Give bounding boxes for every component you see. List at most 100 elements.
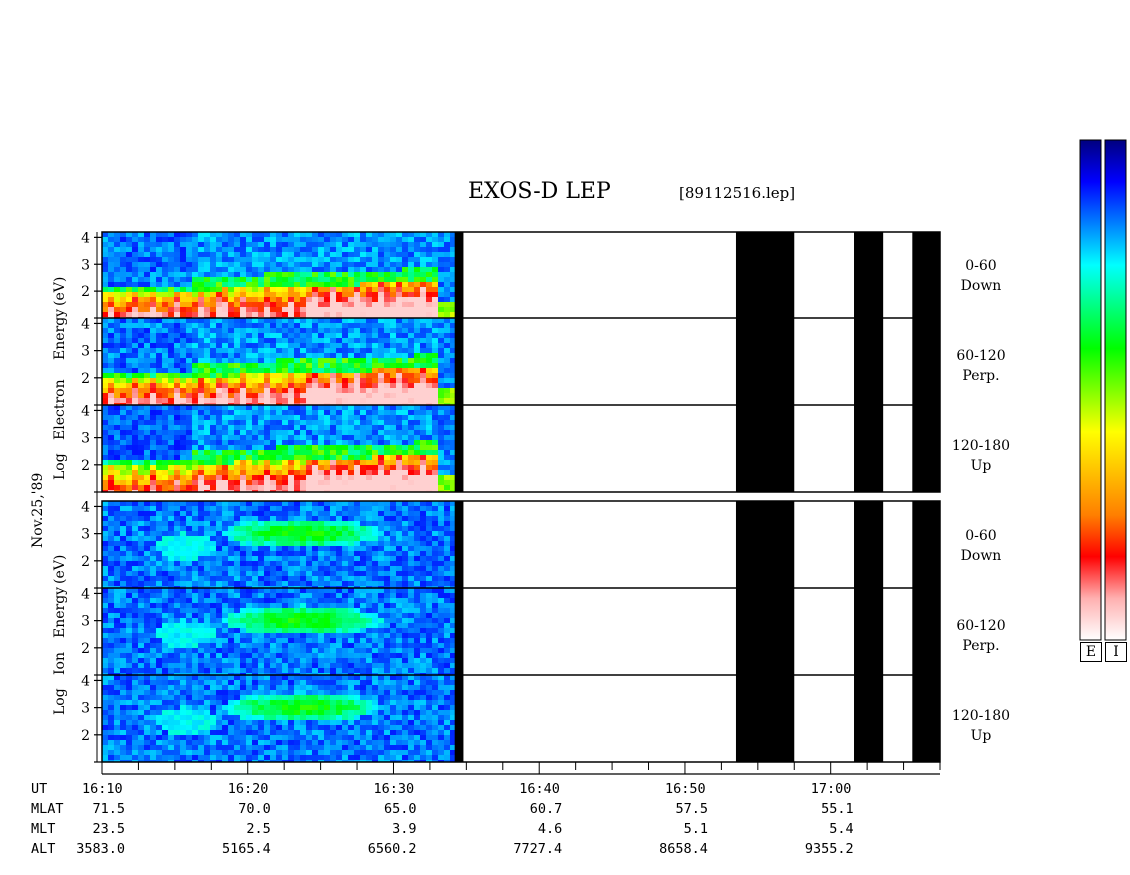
heatmap-cell [144,292,151,298]
heatmap-cell [354,475,361,481]
heatmap-cell [210,242,217,248]
heatmap-cell [156,470,163,476]
heatmap-cell [234,312,241,318]
heatmap-cell [180,247,187,253]
heatmap-cell [300,501,307,507]
heatmap-cell [438,247,445,253]
heatmap-cell [132,358,139,364]
heatmap-cell [186,307,193,313]
heatmap-cell [288,272,295,278]
heatmap-cell [132,618,139,624]
heatmap-cell [306,501,313,507]
heatmap-cell [258,267,265,273]
heatmap-cell [240,388,247,394]
heatmap-cell [210,363,217,369]
heatmap-cell [210,581,217,587]
heatmap-cell [294,257,301,263]
heatmap-cell [216,312,223,318]
heatmap-cell [126,272,133,278]
heatmap-cell [390,353,397,359]
heatmap-cell [414,571,421,577]
heatmap-cell [348,435,355,441]
heatmap-cell [264,383,271,389]
heatmap-cell [114,383,121,389]
heatmap-cell [306,358,313,364]
heatmap-cell [396,440,403,446]
heatmap-cell [144,455,151,461]
heatmap-cell [318,333,325,339]
heatmap-cell [312,551,319,557]
heatmap-cell [444,450,451,456]
heatmap-cell [330,536,337,542]
heatmap-cell [114,435,121,441]
heatmap-cell [114,588,121,594]
heatmap-cell [198,556,205,562]
heatmap-cell [312,430,319,436]
heatmap-cell [102,252,109,258]
heatmap-cell [294,348,301,354]
heatmap-cell [342,576,349,582]
heatmap-cell [312,383,319,389]
heatmap-cell [318,415,325,421]
heatmap-cell [204,638,211,644]
heatmap-cell [300,556,307,562]
heatmap-cell [408,302,415,308]
heatmap-cell [150,410,157,416]
heatmap-cell [252,343,259,349]
heatmap-cell [108,581,115,587]
heatmap-cell [252,378,259,384]
heatmap-cell [120,658,127,664]
heatmap-cell [366,393,373,399]
heatmap-cell [420,576,427,582]
heatmap-cell [222,638,229,644]
heatmap-cell [348,323,355,329]
heatmap-cell [156,398,163,404]
heatmap-cell [318,383,325,389]
heatmap-cell [138,455,145,461]
heatmap-cell [102,648,109,654]
heatmap-cell [408,378,415,384]
heatmap-cell [246,338,253,344]
heatmap-cell [138,450,145,456]
heatmap-cell [330,297,337,303]
heatmap-cell [258,576,265,582]
heatmap-cell [120,262,127,268]
heatmap-cell [408,531,415,537]
heatmap-cell [432,272,439,278]
heatmap-cell [162,338,169,344]
heatmap-cell [390,440,397,446]
heatmap-cell [288,257,295,263]
heatmap-cell [342,267,349,273]
heatmap-cell [120,633,127,639]
heatmap-cell [432,307,439,313]
heatmap-cell [228,262,235,268]
heatmap-cell [156,323,163,329]
heatmap-cell [348,480,355,486]
heatmap-cell [102,618,109,624]
heatmap-cell [414,536,421,542]
heatmap-cell [246,593,253,599]
heatmap-cell [132,633,139,639]
heatmap-cell [396,383,403,389]
heatmap-cell [408,398,415,404]
heatmap-cell [420,363,427,369]
heatmap-cell [162,242,169,248]
heatmap-cell [258,312,265,318]
heatmap-cell [168,262,175,268]
heatmap-cell [168,242,175,248]
heatmap-cell [204,257,211,263]
heatmap-cell [276,420,283,426]
heatmap-cell [258,648,265,654]
heatmap-cell [366,242,373,248]
heatmap-cell [438,272,445,278]
heatmap-cell [108,465,115,471]
heatmap-cell [420,257,427,263]
heatmap-cell [330,363,337,369]
heatmap-cell [366,333,373,339]
heatmap-cell [216,470,223,476]
heatmap-cell [378,358,385,364]
heatmap-cell [300,516,307,522]
heatmap-cell [330,343,337,349]
heatmap-cell [366,378,373,384]
heatmap-cell [168,363,175,369]
